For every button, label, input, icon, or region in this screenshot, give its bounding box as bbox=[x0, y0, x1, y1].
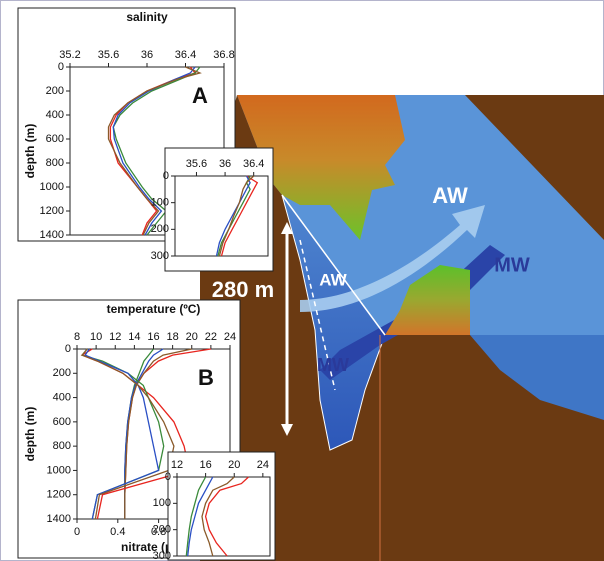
chart-title: salinity bbox=[126, 10, 168, 24]
y-tick-label: 1200 bbox=[40, 205, 64, 217]
x-tick-label: 12 bbox=[171, 459, 183, 471]
figure: 280 m AW AW MW MW 35.235.63636.436.80200… bbox=[0, 0, 604, 561]
y-tick-label: 600 bbox=[46, 133, 64, 145]
x-tick-label: 36.8 bbox=[213, 49, 234, 61]
y-tick-label: 0 bbox=[58, 61, 64, 73]
panel: 12 16 20 24 0 100 200 300 bbox=[153, 452, 275, 561]
y-tick-label: 300 bbox=[153, 550, 171, 561]
y-tick-label: 400 bbox=[46, 109, 64, 121]
y-tick-label: 600 bbox=[53, 416, 71, 428]
aw-label: AW bbox=[432, 183, 468, 208]
y-tick-label: 100 bbox=[153, 497, 171, 509]
x-tick-label: 18 bbox=[167, 331, 179, 343]
panel: 35.6 36 36.4 0 100 200 300 bbox=[151, 148, 273, 271]
mw-label: MW bbox=[317, 355, 349, 375]
x-tick-label: 20 bbox=[186, 331, 198, 343]
y-tick-label: 200 bbox=[151, 223, 169, 235]
x-tick-label: 35.2 bbox=[59, 49, 80, 61]
x-tick-label: 16 bbox=[147, 331, 159, 343]
x-tick-label: 36 bbox=[141, 49, 153, 61]
y-tick-label: 0 bbox=[165, 471, 171, 483]
x-tick-label: 0 bbox=[74, 526, 80, 538]
y-axis-label: depth (m) bbox=[23, 124, 37, 179]
depth-label: 280 m bbox=[212, 277, 274, 302]
x-tick-label: 36.4 bbox=[175, 49, 196, 61]
y-tick-label: 0 bbox=[163, 170, 169, 182]
x-tick-label: 14 bbox=[128, 331, 140, 343]
y-tick-label: 300 bbox=[151, 250, 169, 262]
x-tick-label: 24 bbox=[224, 331, 236, 343]
y-axis-label: depth (m) bbox=[23, 407, 37, 462]
y-tick-label: 1200 bbox=[47, 489, 71, 501]
x-tick-label: 12 bbox=[109, 331, 121, 343]
aw-label: AW bbox=[319, 270, 347, 289]
panel-label: B bbox=[198, 365, 214, 390]
y-tick-label: 200 bbox=[53, 367, 71, 379]
y-tick-label: 1000 bbox=[47, 464, 71, 476]
x-tick-label: 8 bbox=[74, 331, 80, 343]
x-tick-label: 24 bbox=[257, 459, 269, 471]
y-tick-label: 1400 bbox=[47, 513, 71, 525]
x-tick-label: 10 bbox=[90, 331, 102, 343]
x-tick-label: 36 bbox=[219, 158, 231, 170]
x-tick-label: 36.4 bbox=[243, 158, 264, 170]
chart-title: temperature (ºC) bbox=[107, 302, 201, 316]
y-tick-label: 800 bbox=[53, 440, 71, 452]
y-tick-label: 800 bbox=[46, 157, 64, 169]
x-tick-label: 35.6 bbox=[98, 49, 119, 61]
y-tick-label: 1000 bbox=[40, 181, 64, 193]
y-tick-label: 200 bbox=[153, 524, 171, 536]
x-tick-label: 22 bbox=[205, 331, 217, 343]
y-tick-label: 0 bbox=[65, 343, 71, 355]
x-tick-label: 35.6 bbox=[186, 158, 207, 170]
x-tick-label: 20 bbox=[228, 459, 240, 471]
y-tick-label: 200 bbox=[46, 85, 64, 97]
mw-label: MW bbox=[494, 254, 530, 276]
y-tick-label: 400 bbox=[53, 391, 71, 403]
y-tick-label: 1400 bbox=[40, 229, 64, 241]
panel-label: A bbox=[192, 83, 208, 108]
x-tick-label: 16 bbox=[199, 459, 211, 471]
x-tick-label: 0.4 bbox=[110, 526, 125, 538]
y-tick-label: 100 bbox=[151, 197, 169, 209]
